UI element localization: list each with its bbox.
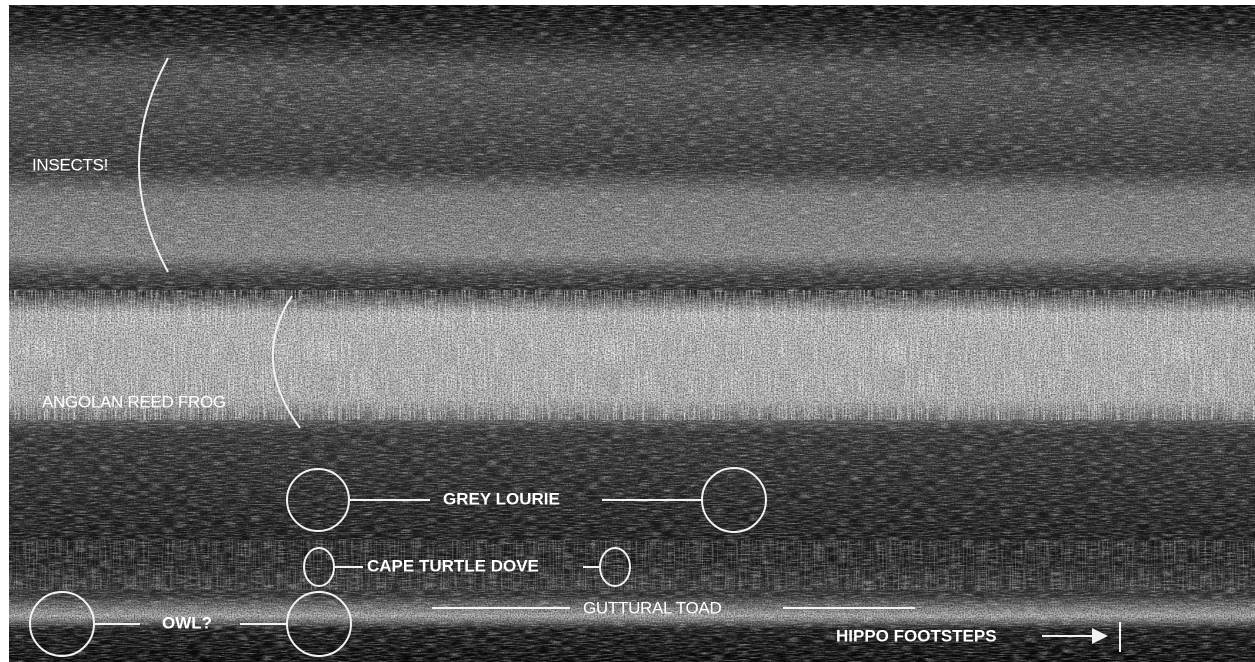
toad-label: GUTTURAL TOAD (583, 598, 721, 617)
owl-label: OWL? (162, 613, 212, 632)
dove-label: CAPE TURTLE DOVE (367, 556, 539, 575)
hippo-label: HIPPO FOOTSTEPS (836, 626, 997, 645)
frog-label: ANGOLAN REED FROG (42, 392, 226, 411)
spectrogram-figure: INSECTS! ANGOLAN REED FROG GREY LOURIE C… (0, 0, 1255, 662)
lourie-label: GREY LOURIE (443, 489, 560, 508)
page: INSECTS! ANGOLAN REED FROG GREY LOURIE C… (0, 0, 1255, 662)
spectrogram (9, 5, 1255, 662)
insects-label: INSECTS! (32, 155, 108, 174)
